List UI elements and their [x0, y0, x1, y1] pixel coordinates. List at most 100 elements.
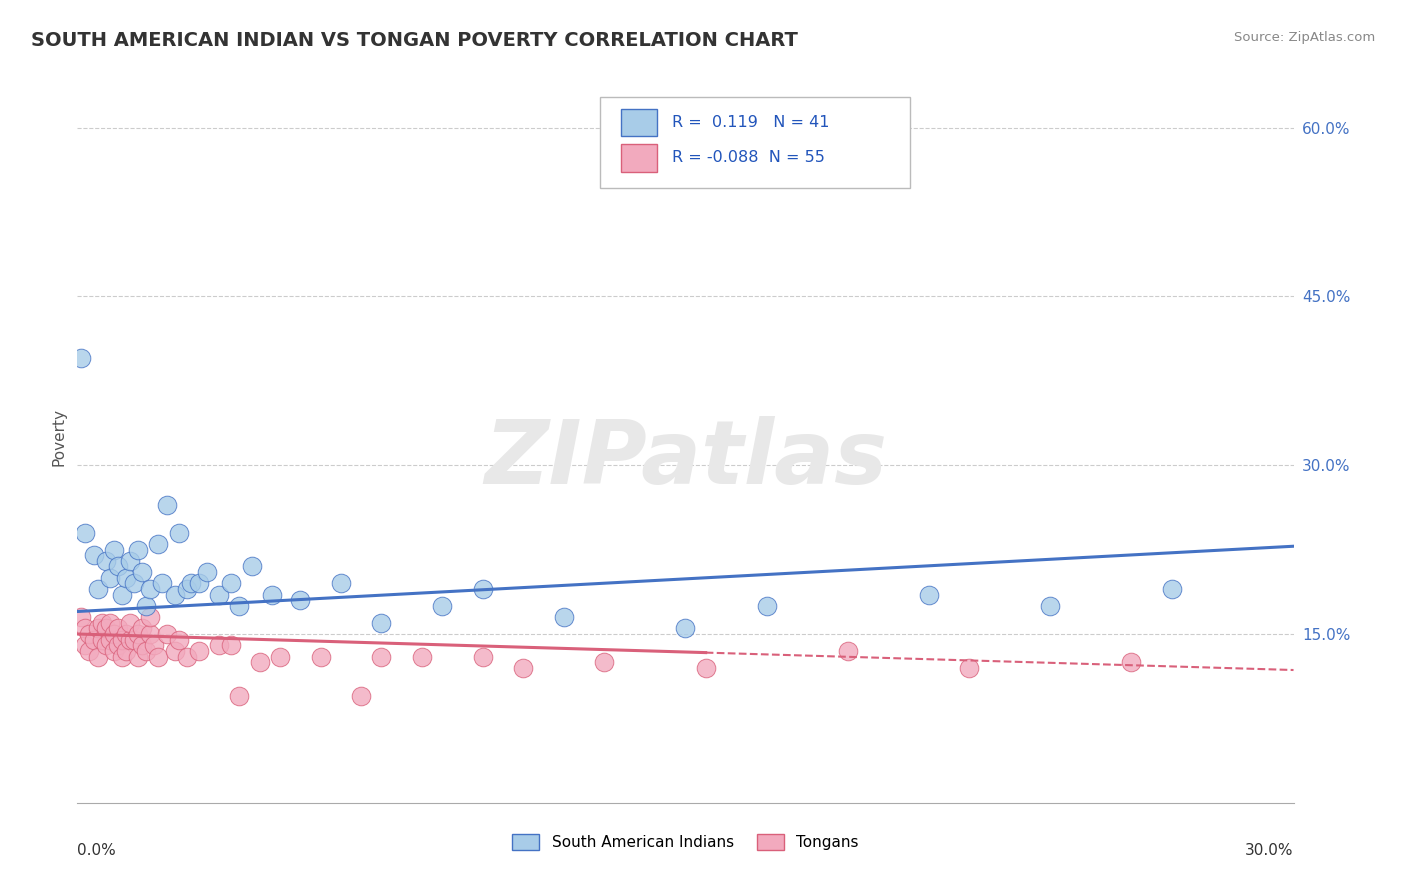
Y-axis label: Poverty: Poverty — [51, 408, 66, 467]
Point — [103, 627, 125, 641]
Point — [94, 638, 117, 652]
Point — [221, 576, 243, 591]
Point — [98, 571, 121, 585]
Point — [131, 565, 153, 579]
Point — [139, 610, 162, 624]
Point — [957, 661, 980, 675]
Point — [127, 627, 149, 641]
Point — [195, 565, 218, 579]
Point — [249, 655, 271, 669]
Point — [94, 621, 117, 635]
Point — [593, 655, 616, 669]
Point — [148, 649, 170, 664]
Point — [240, 559, 263, 574]
Point — [269, 649, 291, 664]
Point — [188, 644, 211, 658]
Point — [122, 632, 145, 647]
Point — [309, 649, 332, 664]
Point — [139, 627, 162, 641]
Point — [111, 649, 134, 664]
Point — [115, 627, 138, 641]
Point — [350, 689, 373, 703]
Point — [75, 621, 97, 635]
Text: 30.0%: 30.0% — [1246, 843, 1294, 858]
Point — [94, 554, 117, 568]
Point — [512, 661, 534, 675]
Point — [228, 599, 250, 613]
Point — [115, 644, 138, 658]
Point — [290, 593, 312, 607]
Point — [167, 632, 190, 647]
Legend: South American Indians, Tongans: South American Indians, Tongans — [512, 834, 859, 850]
Point — [329, 576, 352, 591]
Point — [98, 615, 121, 630]
Point — [79, 627, 101, 641]
Text: R = -0.088  N = 55: R = -0.088 N = 55 — [672, 150, 825, 165]
Point — [127, 649, 149, 664]
Point — [430, 599, 453, 613]
Point — [83, 632, 105, 647]
Point — [98, 632, 121, 647]
Point — [70, 610, 93, 624]
Point — [1039, 599, 1062, 613]
FancyBboxPatch shape — [600, 97, 911, 188]
Point — [208, 638, 231, 652]
Point — [755, 599, 778, 613]
Point — [122, 576, 145, 591]
Point — [1161, 582, 1184, 596]
Point — [118, 615, 141, 630]
Point — [75, 638, 97, 652]
Point — [135, 644, 157, 658]
Point — [411, 649, 433, 664]
Point — [152, 576, 174, 591]
Point — [135, 599, 157, 613]
Text: SOUTH AMERICAN INDIAN VS TONGAN POVERTY CORRELATION CHART: SOUTH AMERICAN INDIAN VS TONGAN POVERTY … — [31, 31, 797, 50]
Point — [90, 632, 112, 647]
Point — [103, 644, 125, 658]
Point — [107, 638, 129, 652]
Point — [131, 638, 153, 652]
Point — [155, 498, 177, 512]
Point — [553, 610, 575, 624]
Point — [228, 689, 250, 703]
Point — [118, 554, 141, 568]
Point — [139, 582, 162, 596]
Point — [75, 525, 97, 540]
Text: R =  0.119   N = 41: R = 0.119 N = 41 — [672, 115, 830, 130]
Point — [103, 542, 125, 557]
Text: ZIPatlas: ZIPatlas — [484, 416, 887, 502]
Point — [127, 542, 149, 557]
Point — [107, 559, 129, 574]
Point — [176, 649, 198, 664]
Point — [221, 638, 243, 652]
Point — [163, 588, 186, 602]
Point — [111, 632, 134, 647]
Point — [155, 627, 177, 641]
Text: 0.0%: 0.0% — [77, 843, 117, 858]
Point — [148, 537, 170, 551]
Point — [111, 588, 134, 602]
Point — [208, 588, 231, 602]
Point — [370, 615, 392, 630]
Point — [86, 621, 108, 635]
Point — [131, 621, 153, 635]
Point — [167, 525, 190, 540]
Point — [163, 644, 186, 658]
Point — [83, 548, 105, 562]
Text: Source: ZipAtlas.com: Source: ZipAtlas.com — [1234, 31, 1375, 45]
Point — [837, 644, 859, 658]
Point — [86, 649, 108, 664]
Point — [180, 576, 202, 591]
Point — [115, 571, 138, 585]
Point — [675, 621, 697, 635]
Point — [90, 615, 112, 630]
Point — [1121, 655, 1143, 669]
Point — [260, 588, 283, 602]
FancyBboxPatch shape — [621, 109, 658, 136]
Point — [79, 644, 101, 658]
Point — [176, 582, 198, 596]
FancyBboxPatch shape — [621, 144, 658, 171]
Point — [86, 582, 108, 596]
Point — [118, 632, 141, 647]
Point — [471, 649, 494, 664]
